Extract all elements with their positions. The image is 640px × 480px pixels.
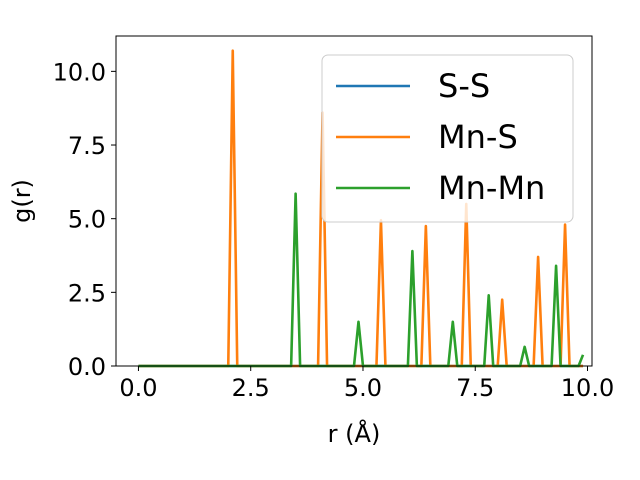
x-tick-label: 10.0: [561, 374, 614, 402]
y-axis: 0.0 2.5 5.0 7.5 10.0: [53, 58, 116, 381]
x-axis-label: r (Å): [328, 419, 381, 448]
y-tick-label: 7.5: [68, 132, 106, 160]
y-tick-label: 0.0: [68, 353, 106, 381]
plot-frame: [115, 35, 593, 367]
x-axis: 0.0 2.5 5.0 7.5 10.0: [119, 366, 614, 402]
legend-label-s-s: S-S: [438, 67, 490, 105]
y-tick-label: 2.5: [68, 279, 106, 307]
x-tick-label: 2.5: [232, 374, 270, 402]
legend-label-mn-s: Mn-S: [438, 118, 518, 156]
x-tick-label: 5.0: [344, 374, 382, 402]
legend-frame: [321, 54, 574, 223]
y-tick-label: 5.0: [68, 206, 106, 234]
x-tick-label: 7.5: [456, 374, 494, 402]
y-axis-label: g(r): [8, 179, 36, 223]
y-tick-label: 10.0: [53, 58, 106, 86]
x-tick-label: 0.0: [119, 374, 157, 402]
legend-label-mn-mn: Mn-Mn: [438, 169, 545, 207]
legend: S-S Mn-S Mn-Mn: [321, 54, 574, 223]
